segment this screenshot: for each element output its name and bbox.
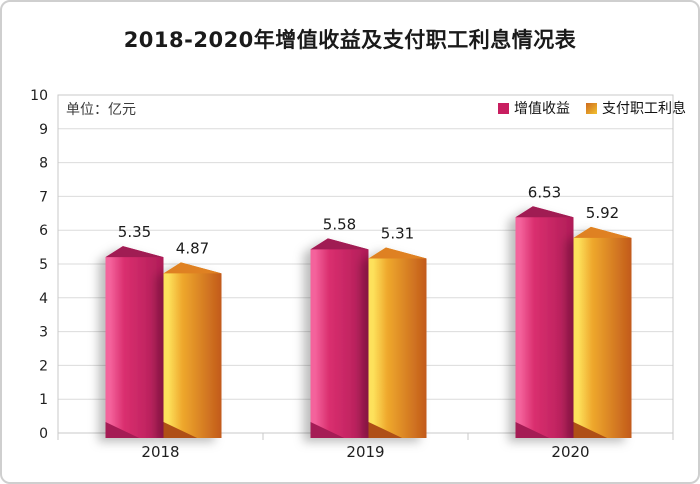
unit-label: 单位：亿元 bbox=[66, 102, 136, 118]
x-category-label: 2018 bbox=[141, 443, 179, 461]
bar-top-face bbox=[105, 246, 164, 258]
bar-body bbox=[515, 206, 574, 438]
bar-top-face bbox=[573, 226, 632, 238]
data-label: 5.35 bbox=[118, 223, 151, 241]
y-tick-label: 5 bbox=[39, 257, 48, 273]
y-tick-label: 4 bbox=[39, 291, 48, 307]
bar-top-face bbox=[368, 247, 427, 259]
bar-支付职工利息-2020 bbox=[573, 226, 632, 438]
y-tick-label: 9 bbox=[39, 122, 48, 138]
bar-bottom-face bbox=[515, 422, 550, 438]
bar-支付职工利息-2018 bbox=[163, 262, 222, 438]
bar-bottom-face bbox=[105, 422, 140, 438]
y-tick-label: 1 bbox=[39, 392, 48, 408]
legend-label-series2: 支付职工利息 bbox=[602, 101, 686, 117]
bar-body bbox=[573, 226, 632, 438]
bar-top-face bbox=[163, 262, 222, 274]
legend-label-series1: 增值收益 bbox=[514, 101, 570, 117]
series1-swatch-icon bbox=[498, 102, 509, 114]
legend-item-series2: 支付职工利息 bbox=[586, 98, 686, 118]
bar-body bbox=[310, 238, 369, 438]
series2-swatch-icon bbox=[586, 102, 597, 114]
data-label: 5.31 bbox=[381, 225, 414, 243]
data-label: 5.58 bbox=[323, 215, 356, 233]
legend: 增值收益 支付职工利息 bbox=[498, 98, 686, 118]
x-category-label: 2019 bbox=[346, 443, 384, 461]
bar-body bbox=[163, 262, 222, 438]
bar-增值收益-2018 bbox=[105, 246, 164, 438]
bar-body bbox=[368, 247, 427, 438]
bar-bottom-face bbox=[573, 422, 608, 438]
bar-bottom-face bbox=[163, 422, 198, 438]
chart-title: 2018-2020年增值收益及支付职工利息情况表 bbox=[123, 28, 577, 52]
legend-item-series1: 增值收益 bbox=[498, 98, 570, 118]
y-tick-label: 2 bbox=[39, 358, 48, 374]
y-tick-label: 8 bbox=[39, 156, 48, 172]
y-tick-label: 3 bbox=[39, 325, 48, 341]
y-tick-label: 10 bbox=[30, 88, 48, 104]
data-label: 5.92 bbox=[586, 204, 619, 222]
data-label: 4.87 bbox=[176, 239, 209, 257]
bar-top-face bbox=[310, 238, 369, 250]
bar-增值收益-2020 bbox=[515, 206, 574, 438]
bar-支付职工利息-2019 bbox=[368, 247, 427, 438]
bar-bottom-face bbox=[368, 422, 403, 438]
data-label: 6.53 bbox=[528, 183, 561, 201]
y-tick-label: 6 bbox=[39, 223, 48, 239]
y-tick-label: 0 bbox=[39, 426, 48, 442]
x-category-label: 2020 bbox=[551, 443, 589, 461]
bar-top-face bbox=[515, 206, 574, 218]
bar-bottom-face bbox=[310, 422, 345, 438]
bar-body bbox=[105, 246, 164, 438]
bar-增值收益-2019 bbox=[310, 238, 369, 438]
y-tick-label: 7 bbox=[39, 189, 48, 205]
